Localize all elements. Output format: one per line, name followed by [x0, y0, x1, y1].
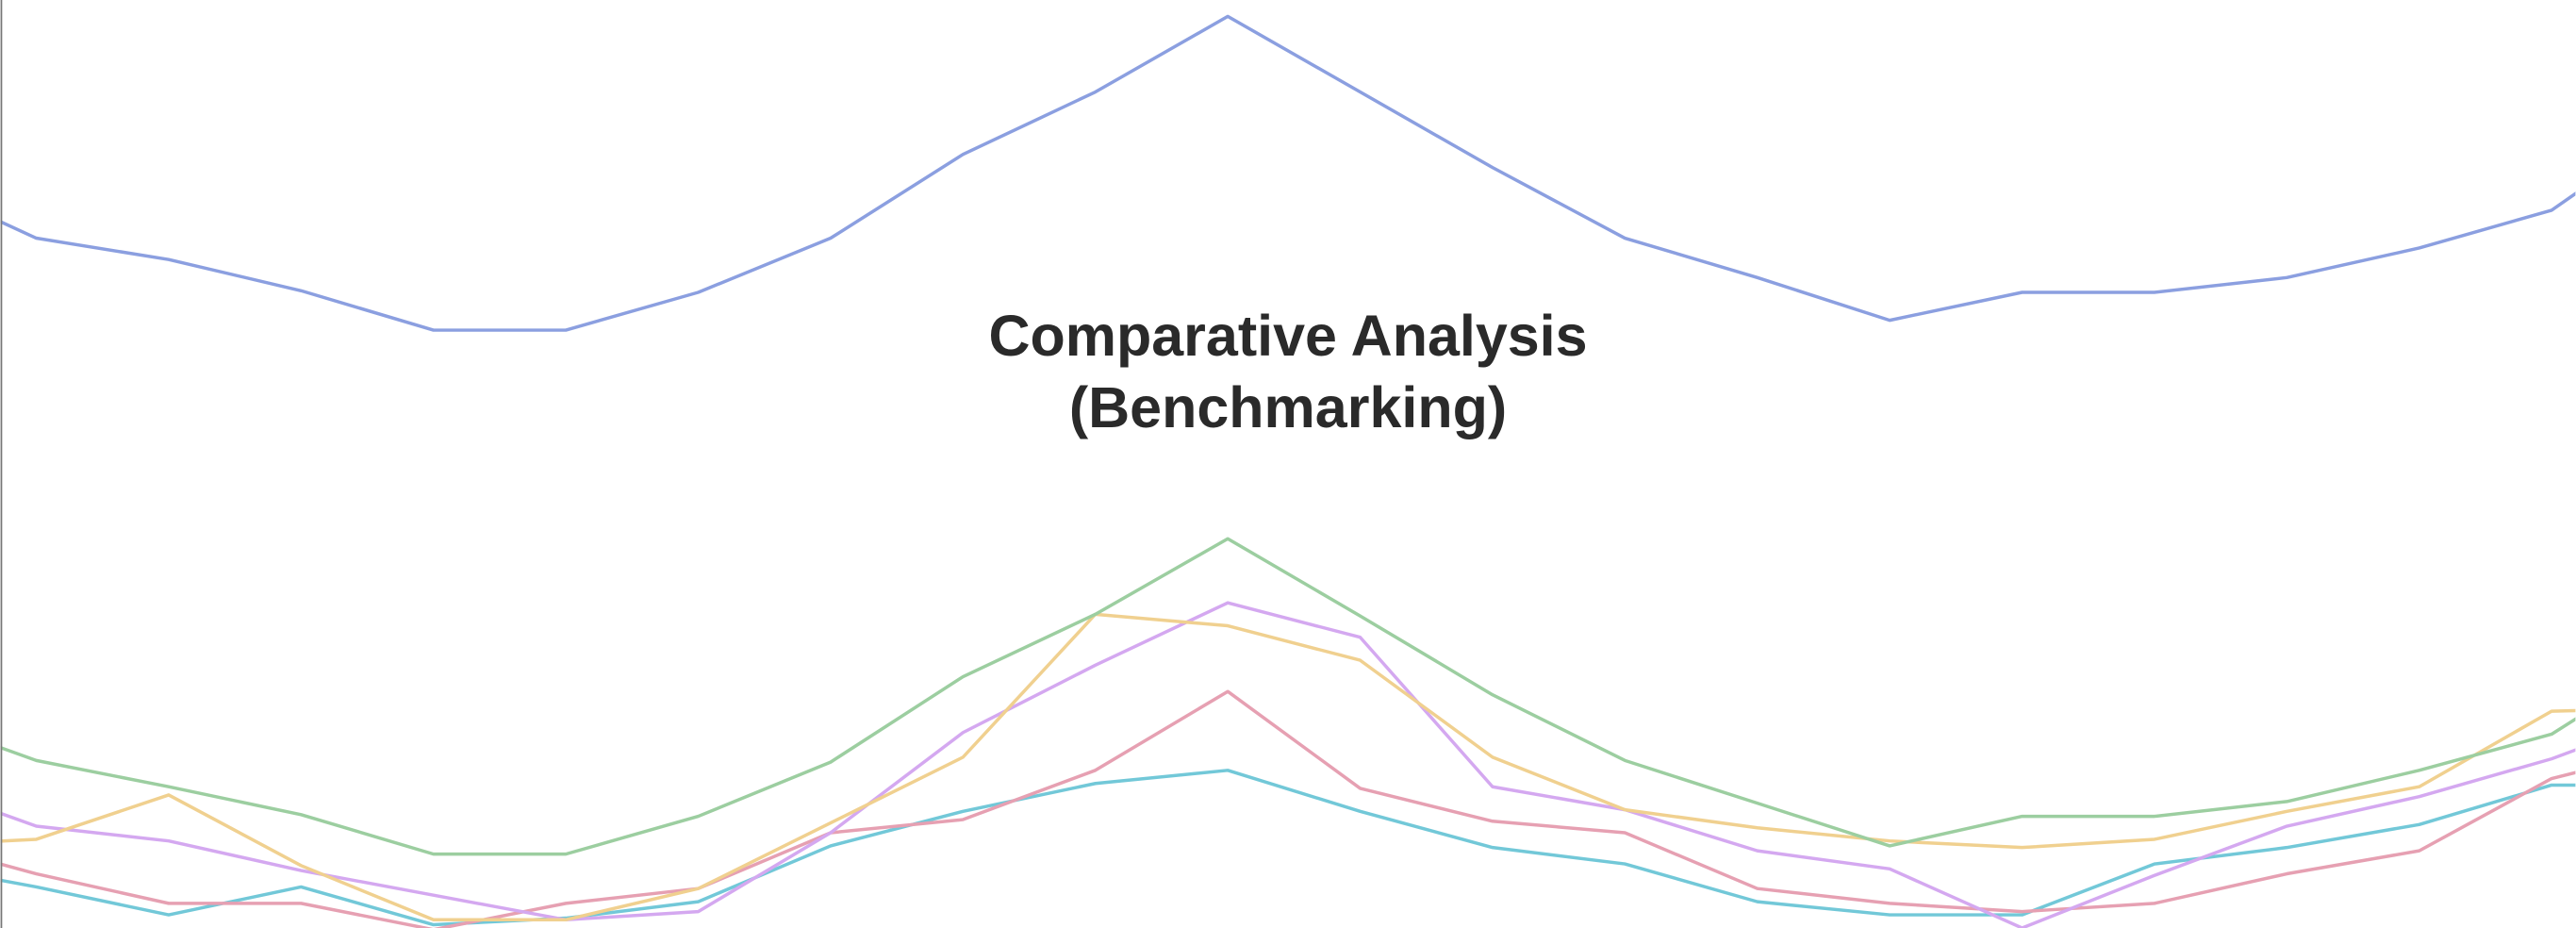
series-line: [0, 537, 2576, 856]
lines: [0, 14, 2576, 928]
series-line: [0, 769, 2576, 927]
series-line: [0, 14, 2576, 332]
series-line: [0, 601, 2576, 928]
series-line: [0, 689, 2576, 928]
chart-title: Comparative Analysis (Benchmarking): [988, 304, 1588, 439]
series-line: [0, 612, 2576, 922]
